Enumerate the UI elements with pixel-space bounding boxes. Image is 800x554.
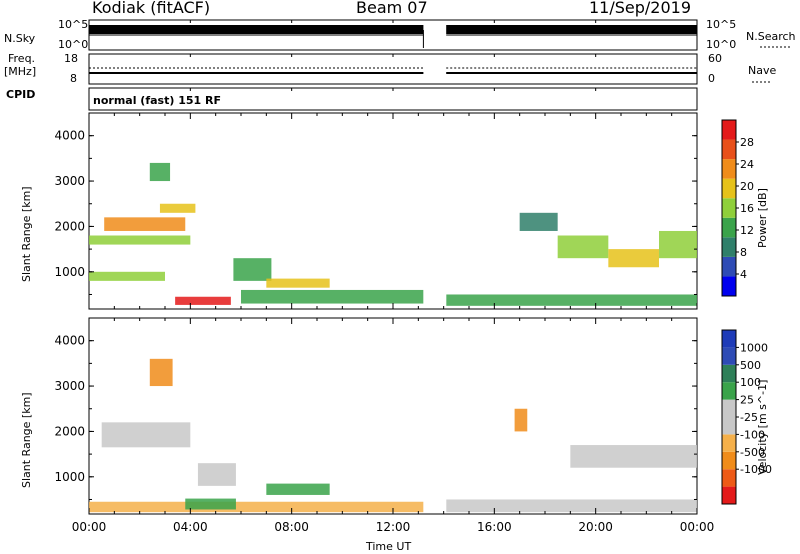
x-tick-label: 12:00 (376, 520, 411, 534)
velocity-colorbar-cell (722, 469, 736, 487)
nsky-trace (89, 25, 424, 34)
power-colorbar-tick-label: 20 (740, 180, 754, 193)
scatter-patch (89, 501, 424, 513)
velocity-colorbar-cell (722, 382, 736, 400)
y-tick-label: 1000 (54, 470, 85, 484)
freq-tick-low: 8 (70, 72, 77, 85)
y-tick-label: 4000 (54, 129, 85, 143)
velocity-colorbar-cell (722, 451, 736, 470)
velocity-colorbar-tick-label: -25 (740, 411, 758, 424)
scatter-patch (514, 408, 528, 432)
scatter-patch (570, 445, 697, 468)
velocity-colorbar-cell (722, 347, 736, 365)
scatter-patch (175, 296, 231, 305)
velocity-colorbar-tick-label: -500 (740, 446, 765, 459)
date-label: 11/Sep/2019 (589, 0, 692, 17)
power-colorbar-tick-label: 12 (740, 224, 754, 237)
y-tick-label: 2000 (54, 424, 85, 438)
power-colorbar-cell (722, 159, 736, 179)
velocity-colorbar-tick-label: -100 (740, 428, 765, 441)
scatter-patch (89, 235, 191, 245)
velocity-colorbar-cell (722, 417, 736, 435)
power-colorbar-tick-label: 16 (740, 202, 754, 215)
scatter-patch (519, 212, 558, 231)
power-colorbar-tick-label: 8 (740, 246, 747, 259)
scatter-patch (197, 463, 236, 486)
velocity-colorbar-cell (722, 486, 736, 504)
scatter-patch (446, 499, 697, 513)
freq-tick-high: 18 (64, 52, 78, 65)
scatter-patch (233, 258, 272, 281)
scatter-patch (149, 162, 171, 182)
station-title: Kodiak (fitACF) (92, 0, 211, 17)
velocity-colorbar-tick-label: 1000 (740, 341, 768, 354)
velocity-colorbar-tick-label: 500 (740, 359, 761, 372)
velocity-colorbar-cell (722, 399, 736, 417)
nave-label: Nave (748, 64, 777, 77)
y-tick-label: 2000 (54, 219, 85, 233)
freq-label: Freq. (8, 52, 36, 65)
scatter-patch (185, 498, 236, 510)
cpid-value: normal (fast) 151 RF (93, 94, 221, 107)
nsky-trace (446, 25, 697, 34)
scatter-patch (266, 483, 330, 495)
x-tick-label: 20:00 (578, 520, 613, 534)
power-colorbar-tick-label: 24 (740, 158, 754, 171)
scatter-patch (446, 294, 697, 306)
scatter-patch (608, 249, 659, 268)
nsearch-tick-high: 10^5 (706, 18, 737, 31)
scatter-patch (149, 358, 173, 387)
x-axis-label: Time UT (366, 540, 412, 553)
freq-nave-panel (88, 53, 698, 85)
nave-tick-high: 60 (708, 52, 722, 65)
x-tick-label: 04:00 (173, 520, 208, 534)
power-colorbar-cell (722, 276, 736, 296)
power-colorbar-cell (722, 178, 736, 199)
power-colorbar-cell (722, 256, 736, 277)
velocity-colorbar-cell (722, 364, 736, 383)
velocity-colorbar-cell (722, 434, 736, 452)
nsearch-tick-low: 10^0 (706, 38, 737, 51)
velocity-colorbar-cell (722, 330, 736, 348)
beam-label: Beam 07 (356, 0, 428, 17)
cpid-label: CPID (6, 88, 36, 101)
data-gap (423, 114, 447, 308)
velocity-colorbar-tick-label: -1000 (740, 463, 772, 476)
scatter-patch (159, 203, 196, 213)
nsearch-label: N.Search (746, 30, 796, 43)
power-colorbar-cell (722, 120, 736, 140)
data-gap (423, 319, 447, 513)
x-tick-label: 16:00 (477, 520, 512, 534)
velocity-colorbar-tick-label: 100 (740, 376, 761, 389)
power-colorbar-cell (722, 139, 736, 160)
y-tick-label: 4000 (54, 334, 85, 348)
power-colorbar-cell (722, 198, 736, 218)
x-tick-label: 00:00 (680, 520, 715, 534)
scatter-patch (557, 235, 609, 259)
scatter-patch (89, 271, 165, 281)
power-colorbar-tick-label: 4 (740, 268, 747, 281)
cpid-panel (88, 87, 698, 111)
freq-unit-label: [MHz] (4, 65, 37, 78)
nsky-tick-low: 10^0 (58, 38, 89, 51)
scatter-patch (266, 278, 330, 288)
x-tick-label: 08:00 (274, 520, 309, 534)
scatter-patch (101, 422, 191, 448)
y-tick-label: 1000 (54, 265, 85, 279)
y-tick-label: 3000 (54, 174, 85, 188)
scatter-patch (659, 230, 697, 259)
nsky-tick-high: 10^5 (58, 18, 89, 31)
power-colorbar-cell (722, 237, 736, 257)
nave-tick-low: 0 (708, 72, 715, 85)
velocity-panel (88, 317, 698, 515)
scatter-patch (104, 217, 186, 231)
x-tick-label: 00:00 (72, 520, 107, 534)
power-colorbar-tick-label: 28 (740, 136, 754, 149)
power-colorbar-cell (722, 217, 736, 238)
y-tick-label: 3000 (54, 379, 85, 393)
nsky-label: N.Sky (4, 32, 36, 45)
scatter-patch (241, 289, 424, 304)
velocity-colorbar-tick-label: 25 (740, 394, 754, 407)
